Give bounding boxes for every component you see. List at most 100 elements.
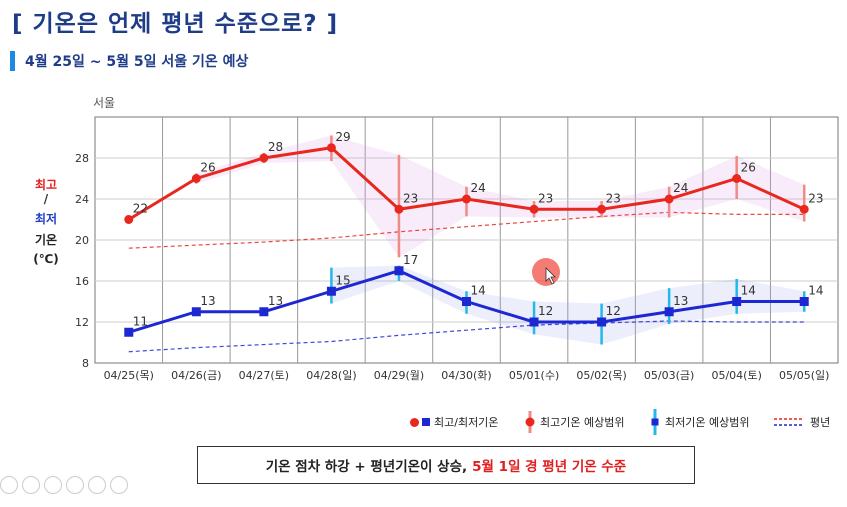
y-tick-label: 8 (82, 357, 89, 370)
legend-item-max-min: 최고/최저기온 (410, 404, 498, 440)
toolbar-more-icon[interactable] (110, 476, 128, 494)
min-temp-label: 13 (673, 294, 688, 308)
min-temp-point (326, 286, 336, 296)
blue-square-icon (422, 418, 430, 426)
y-tick-label: 16 (75, 275, 89, 288)
summary-highlight: 5월 1일 경 평년 기온 수준 (472, 459, 627, 475)
subtitle-text: 4월 25일 ~ 5월 5일 서울 기온 예상 (25, 54, 249, 70)
toolbar-copy-icon[interactable] (66, 476, 84, 494)
min-temp-label: 15 (335, 273, 350, 287)
toolbar-pen-icon[interactable] (44, 476, 62, 494)
x-tick-label: 05/02(목) (576, 369, 626, 382)
red-dot-icon (410, 417, 419, 427)
normal-line-icon (774, 418, 802, 426)
mouse-cursor-icon (545, 267, 556, 285)
min-temp-point (799, 297, 809, 306)
min-temp-point (664, 307, 674, 317)
max-temp-label: 26 (200, 161, 215, 175)
max-temp-point (191, 174, 201, 183)
x-tick-label: 04/29(월) (374, 369, 424, 382)
max-temp-label: 26 (741, 161, 756, 175)
x-tick-label: 05/05(일) (779, 368, 829, 382)
max-temp-point (326, 143, 336, 153)
max-temp-label: 24 (673, 181, 688, 195)
legend-label-min-range: 최저기온 예상범위 (665, 416, 750, 429)
max-temp-point (529, 204, 539, 214)
legend-label-max-min: 최고/최저기온 (434, 416, 499, 429)
min-temp-point (394, 266, 404, 276)
min-temp-label: 14 (471, 284, 486, 298)
legend-label-normal: 평년 (810, 416, 831, 429)
ylabel-temp: 기온 (34, 233, 58, 247)
min-temp-label: 14 (808, 284, 823, 298)
max-temp-point (664, 194, 674, 204)
slide-toolbar (0, 476, 128, 494)
y-tick-label: 24 (75, 193, 89, 206)
max-temp-label: 29 (335, 130, 350, 144)
min-temp-label: 14 (741, 284, 756, 298)
max-temp-label: 23 (538, 191, 553, 205)
chart-title: 서울 (93, 96, 115, 110)
min-temp-point (259, 307, 269, 317)
max-temp-label: 23 (808, 191, 823, 205)
x-tick-label: 05/01(수) (509, 369, 559, 382)
ylabel-min: 최저 (34, 212, 58, 226)
x-tick-label: 04/30(화) (441, 369, 491, 382)
normal-min-line (128, 320, 805, 353)
max-temp-point (732, 174, 742, 183)
normal-max-line (128, 211, 805, 249)
legend-item-normal: 평년 (774, 404, 830, 440)
y-tick-label: 12 (75, 316, 89, 329)
x-tick-label: 04/28(일) (306, 368, 356, 382)
temperature-chart: 8 12 16 20 24 28 서울 04/25(목) 04/26(금) 04/27(토) 04/… (75, 96, 839, 382)
max-temp-point (462, 194, 471, 204)
ylabel-max: 최고 (34, 178, 58, 192)
y-tick-label: 28 (75, 152, 89, 165)
ylabel-slash: / (43, 192, 49, 206)
max-temp-label: 23 (403, 191, 418, 205)
toolbar-play-icon[interactable] (22, 476, 40, 494)
min-temp-label: 11 (133, 314, 148, 328)
max-temp-label: 28 (268, 140, 283, 154)
y-tick-label: 20 (75, 234, 89, 247)
max-range-icon (525, 411, 535, 433)
toolbar-zoom-icon[interactable] (88, 476, 106, 494)
max-temp-point (124, 215, 134, 224)
max-temp-label: 22 (133, 202, 148, 216)
legend-item-max-range: 최고기온 예상범위 (520, 404, 624, 440)
summary-text: 기온 점차 하강 + 평년기온이 상승, (265, 459, 468, 475)
ylabel-unit: (℃) (33, 252, 59, 266)
min-temp-label: 17 (403, 253, 418, 267)
toolbar-back-icon[interactable] (0, 476, 18, 494)
x-tick-label: 05/03(금) (644, 369, 694, 382)
legend-item-min-range: 최저기온 예상범위 (648, 404, 749, 440)
x-tick-label: 04/27(토) (239, 369, 289, 382)
max-temp-point (597, 204, 607, 214)
min-temp-label: 13 (200, 294, 215, 308)
min-temp-label: 12 (538, 304, 553, 318)
min-temp-point (597, 317, 607, 327)
x-tick-label: 04/26(금) (171, 369, 221, 382)
min-temp-point (462, 297, 471, 306)
min-temp-point (732, 297, 742, 306)
max-temp-point (394, 204, 404, 214)
min-range-band (331, 265, 805, 345)
min-temp-label: 12 (606, 304, 621, 318)
page-title: [ 기온은 언제 평년 수준으로? ] (12, 11, 339, 37)
subtitle-accent-bar (10, 51, 15, 71)
max-temp-label: 23 (606, 191, 621, 205)
min-temp-point (529, 317, 539, 327)
min-temp-label: 13 (268, 294, 283, 308)
summary-box: 기온 점차 하강 + 평년기온이 상승, 5월 1일 경 평년 기온 수준 (197, 446, 695, 484)
max-temp-label: 24 (471, 181, 486, 195)
max-range-band (196, 135, 805, 258)
legend-label-max-range: 최고기온 예상범위 (540, 416, 625, 429)
subtitle: 4월 25일 ~ 5월 5일 서울 기온 예상 (10, 50, 248, 72)
min-range-icon (651, 409, 659, 435)
max-temp-point (799, 204, 809, 214)
min-temp-point (191, 307, 201, 317)
max-temp-point (259, 153, 269, 163)
min-temp-point (124, 327, 134, 337)
x-tick-label: 05/04(토) (711, 369, 761, 382)
x-tick-label: 04/25(목) (104, 369, 154, 382)
